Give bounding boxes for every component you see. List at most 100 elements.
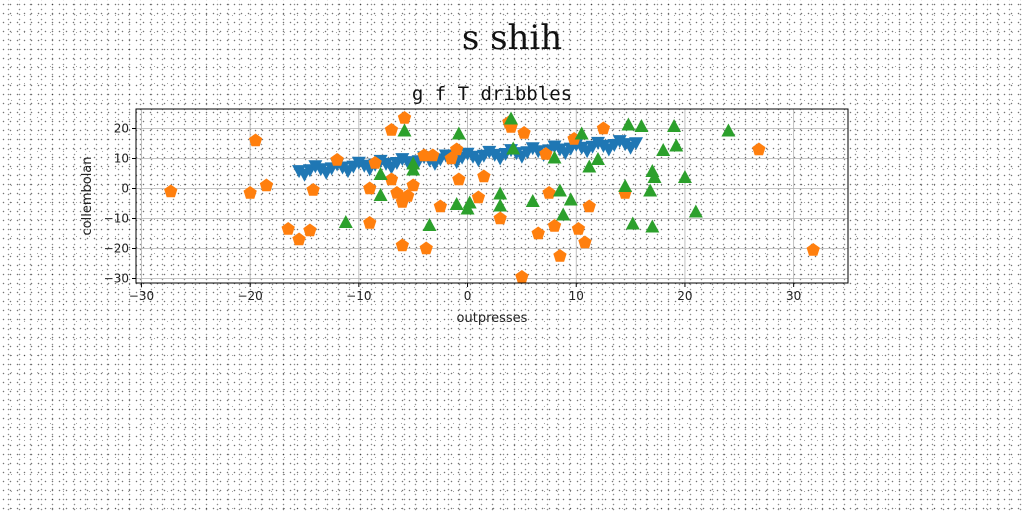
data-point	[574, 126, 589, 140]
data-point	[493, 152, 508, 166]
y-axis-ticks: −30 −20 −10 0 10 20	[104, 122, 136, 286]
data-point	[433, 199, 447, 213]
data-point	[517, 126, 531, 139]
y-axis-label: collembolan	[80, 156, 95, 235]
data-point	[625, 216, 640, 230]
x-tick-label: −10	[346, 289, 371, 303]
series-2-triangle-up	[338, 111, 736, 233]
data-point	[582, 199, 596, 213]
data-point	[531, 226, 545, 240]
data-point	[806, 243, 820, 256]
data-point	[618, 179, 633, 192]
x-tick-label: 10	[569, 289, 584, 303]
data-point	[553, 249, 567, 262]
data-point	[406, 162, 421, 176]
data-point	[243, 186, 257, 199]
data-point	[578, 235, 592, 249]
y-tick-label: −30	[104, 272, 129, 286]
data-point	[580, 145, 595, 159]
data-point	[397, 123, 412, 137]
data-point	[647, 170, 662, 183]
grid-lines	[136, 109, 848, 283]
data-point	[515, 270, 529, 283]
data-point	[395, 153, 410, 167]
data-point	[477, 169, 491, 183]
data-point	[601, 143, 616, 157]
data-point	[368, 156, 382, 169]
data-point	[571, 222, 586, 235]
data-point	[452, 172, 466, 186]
data-point	[525, 194, 540, 207]
data-point	[547, 150, 562, 164]
data-point	[449, 197, 464, 210]
data-point	[319, 166, 334, 180]
data-point	[426, 148, 440, 162]
data-point	[677, 170, 692, 183]
data-point	[373, 167, 388, 180]
data-point	[547, 219, 562, 232]
y-tick-label: 0	[121, 182, 129, 196]
x-axis-label: outpresses	[457, 311, 528, 326]
data-point	[390, 186, 404, 199]
data-point	[525, 142, 540, 156]
data-point	[539, 147, 553, 160]
data-point	[645, 219, 660, 233]
data-point	[558, 147, 573, 161]
data-point	[504, 111, 519, 125]
data-point	[340, 165, 355, 179]
data-point	[450, 142, 464, 156]
data-point	[667, 119, 682, 132]
data-point	[259, 178, 274, 192]
series-0-triangle-down	[292, 135, 644, 182]
data-point	[417, 148, 431, 162]
data-point	[451, 126, 466, 140]
x-tick-label: −30	[129, 289, 154, 303]
data-point	[596, 121, 611, 135]
data-point	[363, 181, 377, 195]
data-marks	[164, 111, 820, 283]
data-point	[406, 178, 420, 192]
data-point	[338, 215, 353, 228]
data-point	[395, 238, 409, 252]
data-point	[493, 198, 508, 212]
data-point	[306, 183, 320, 196]
data-point	[384, 172, 399, 186]
data-point	[669, 138, 684, 152]
data-point	[422, 218, 437, 231]
data-point	[351, 156, 366, 170]
data-point	[552, 183, 567, 197]
data-point	[643, 183, 658, 197]
data-point	[330, 153, 344, 166]
data-point	[248, 133, 263, 147]
y-tick-label: 10	[114, 152, 129, 166]
data-point	[397, 111, 412, 124]
data-point	[542, 186, 556, 199]
data-point	[612, 135, 627, 149]
data-point	[721, 123, 736, 137]
data-point	[482, 145, 497, 159]
y-tick-label: −20	[104, 242, 129, 256]
data-point	[656, 143, 671, 156]
data-point	[506, 141, 521, 155]
x-tick-label: 20	[677, 289, 692, 303]
data-point	[297, 168, 312, 182]
data-point	[582, 159, 597, 173]
chart-title: g f T dribbles	[412, 83, 572, 105]
figure-suptitle: s shih	[461, 18, 563, 58]
data-point	[281, 222, 295, 235]
y-tick-label: 20	[114, 122, 129, 136]
data-point	[471, 190, 486, 204]
data-point	[493, 211, 507, 225]
data-point	[471, 154, 486, 168]
x-tick-label: 0	[464, 289, 472, 303]
data-point	[384, 123, 399, 136]
y-tick-label: −10	[104, 212, 129, 226]
data-point	[401, 189, 415, 202]
data-point	[460, 147, 475, 161]
data-point	[462, 195, 477, 209]
data-point	[547, 140, 562, 154]
x-axis-ticks: −30 −20 −10 0 10 20 30	[129, 283, 801, 303]
data-point	[493, 186, 508, 200]
data-point	[590, 152, 605, 165]
